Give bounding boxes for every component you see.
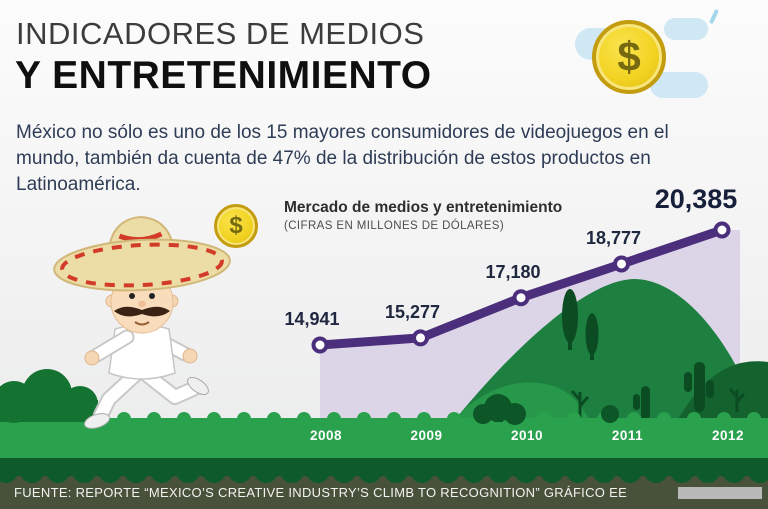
sombrero-trim <box>60 242 224 288</box>
intro-text: México no sólo es uno de los 15 mayores … <box>16 122 669 196</box>
data-point-marker <box>512 289 530 307</box>
cypress-tree <box>585 313 599 355</box>
data-point-marker <box>613 255 630 273</box>
page-title-line-1: INDICADORES DE MEDIOS <box>16 16 425 51</box>
cactus <box>694 362 705 412</box>
eye <box>149 293 155 299</box>
chart-value-label: 20,385 <box>654 184 738 214</box>
data-point-marker <box>713 221 731 239</box>
footer-logo-bar <box>678 487 762 499</box>
bare-tree <box>728 388 746 412</box>
chart-points <box>311 221 731 354</box>
chart-year-label: 2011 <box>611 428 644 443</box>
chart-value-label: 17,180 <box>485 261 541 282</box>
chart-value-label: 18,777 <box>585 227 642 248</box>
chart-coin-icon: $ <box>214 204 258 248</box>
chart-year-label: 2008 <box>309 428 343 443</box>
chart-value-label: 14,941 <box>284 309 340 329</box>
source-text: FUENTE: REPORTE “MEXICO’S CREATIVE INDUS… <box>14 485 628 500</box>
dollar-symbol: $ <box>617 33 641 80</box>
sombrero <box>53 216 231 292</box>
left-bush <box>0 369 98 423</box>
hill-trees <box>562 289 746 420</box>
shoe <box>187 377 209 395</box>
cactus <box>641 386 650 420</box>
footer-band <box>0 476 768 509</box>
dollar-symbol: $ <box>229 212 243 239</box>
bare-tree <box>570 390 590 418</box>
cloud-shape <box>664 18 708 40</box>
chart-year-label: 2009 <box>410 428 443 443</box>
character-front-arm <box>84 329 135 366</box>
chart-subtitle: (CIFRAS EN MILLONES DE DÓLARES) <box>284 220 505 232</box>
chart-year-label: 2010 <box>510 428 544 443</box>
mouth <box>134 321 150 326</box>
mexican-character-illustration <box>53 216 231 429</box>
nose <box>138 300 146 308</box>
mustache <box>114 306 170 317</box>
data-point-marker <box>412 329 429 347</box>
data-point-marker <box>311 336 329 354</box>
page-title-line-2: Y ENTRETENIMIENTO <box>15 54 432 97</box>
cypress-tree <box>562 289 578 343</box>
chart-year-label: 2012 <box>711 428 745 443</box>
scallop-edge <box>0 458 768 483</box>
eye <box>129 293 135 299</box>
dollar-coin-icon: $ <box>592 20 666 94</box>
chart-title: Mercado de medios y entretenimiento <box>284 199 563 216</box>
character-legs <box>83 367 209 429</box>
band-bushes <box>473 394 619 425</box>
chart-value-label: 15,277 <box>384 301 441 322</box>
shoe <box>83 413 111 429</box>
